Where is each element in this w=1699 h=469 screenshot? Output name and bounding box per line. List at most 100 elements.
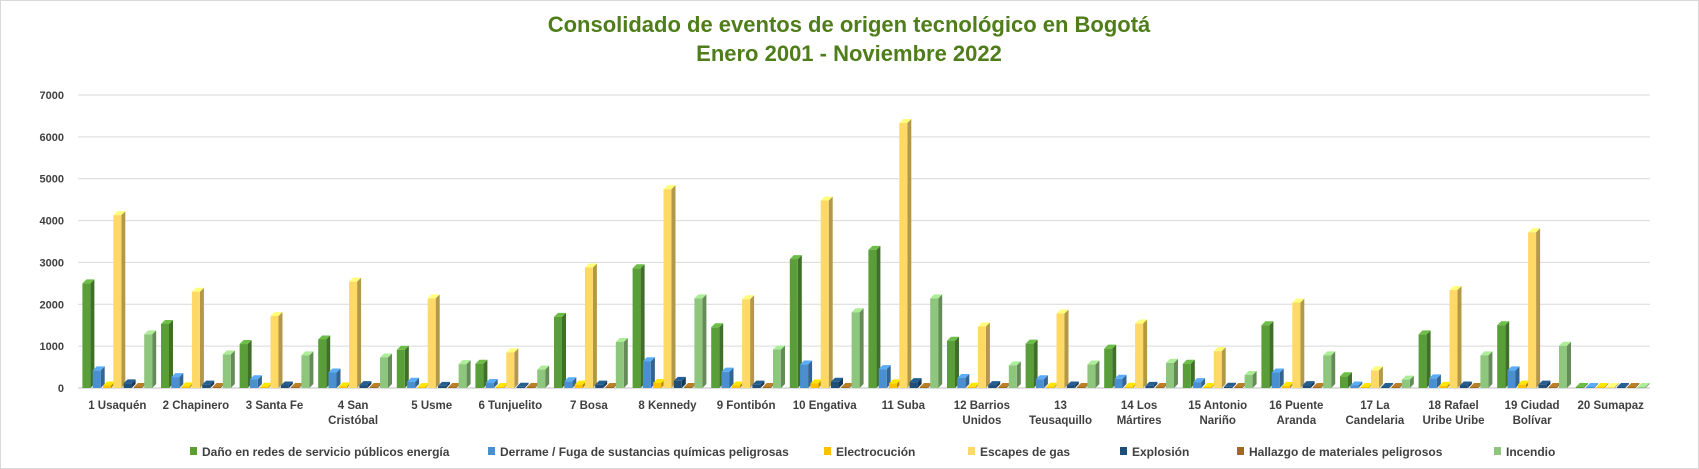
bar-top	[642, 357, 655, 362]
bar-front	[1203, 387, 1212, 388]
bar-top	[1282, 381, 1294, 386]
bar	[301, 351, 314, 388]
bar-top	[889, 379, 901, 384]
bar-side	[210, 380, 215, 388]
bar	[516, 382, 529, 388]
bar-side	[1378, 366, 1383, 388]
bar-side	[514, 348, 519, 388]
bar-top	[123, 379, 136, 384]
bar-side	[965, 373, 970, 388]
bar-top	[1606, 383, 1619, 387]
bar-front	[957, 377, 966, 388]
bar	[998, 383, 1011, 388]
bar	[721, 367, 734, 388]
bar-front	[438, 385, 446, 388]
bar-front	[632, 268, 641, 388]
bar	[1087, 360, 1100, 388]
bar	[653, 378, 666, 388]
bar-side	[917, 378, 922, 388]
legend-swatch	[1120, 447, 1127, 455]
bar	[694, 294, 707, 388]
bar-top	[458, 360, 471, 365]
x-tick-label: Candelaria	[1345, 415, 1404, 427]
bar	[171, 373, 184, 388]
bar-top	[1124, 382, 1137, 387]
bar-side	[179, 373, 184, 388]
bar-front	[789, 259, 798, 388]
bar	[1360, 383, 1373, 388]
bar-top	[1203, 383, 1216, 387]
bar	[212, 383, 225, 388]
bar-front	[721, 371, 730, 388]
bar-front	[1271, 372, 1280, 388]
bar	[92, 366, 105, 388]
y-axis: 0 1000 2000 3000 4000 5000 6000 7000	[40, 90, 64, 395]
x-tick-label: Mártires	[1117, 415, 1162, 427]
bar	[133, 383, 146, 388]
bar-front	[349, 281, 358, 388]
bar	[810, 379, 823, 388]
bar-front	[202, 384, 211, 388]
bar	[1559, 341, 1571, 388]
bar	[554, 312, 566, 388]
bar	[1056, 309, 1069, 388]
bar	[977, 322, 990, 388]
bar-side	[1467, 381, 1472, 388]
x-tick-label: 20 Sumapaz	[1577, 400, 1644, 412]
bar-front	[1224, 386, 1232, 388]
bar-top	[369, 383, 382, 387]
bar-front	[270, 316, 279, 388]
bar	[889, 379, 901, 388]
bar	[605, 383, 618, 388]
bar-side	[1122, 374, 1127, 388]
bar	[506, 348, 519, 388]
legend-swatch	[190, 447, 197, 455]
bar-front	[642, 361, 651, 388]
bar-top	[212, 383, 225, 387]
bar	[1637, 383, 1650, 388]
bar-top	[1497, 321, 1510, 326]
bar-side	[1043, 375, 1048, 388]
bar-front	[171, 377, 180, 388]
x-tick-label: Teusaquillo	[1029, 415, 1092, 427]
bar-side	[671, 185, 676, 388]
bar-side	[1112, 344, 1117, 388]
bar	[417, 383, 430, 388]
bar-top	[475, 359, 488, 364]
bar-front	[909, 382, 918, 388]
bar-top	[1350, 381, 1363, 386]
bar-top	[359, 381, 372, 386]
bar-front	[407, 381, 416, 388]
bar-front	[417, 387, 426, 388]
bar	[1507, 366, 1520, 388]
bar	[485, 378, 498, 388]
bar-front	[222, 354, 231, 388]
bar-front	[773, 349, 781, 388]
x-tick-label: 10 Engativa	[793, 400, 858, 412]
bar-top	[82, 279, 95, 284]
bar-top	[338, 382, 351, 387]
y-tick-label: 7000	[40, 90, 64, 102]
x-tick-label: 4 San	[338, 400, 369, 412]
bar-side	[760, 380, 765, 388]
bar-side	[1190, 359, 1195, 388]
bar-front	[161, 323, 169, 388]
bar-side	[1604, 383, 1609, 388]
bar-top	[632, 264, 645, 269]
bar-top	[742, 295, 755, 300]
bar-top	[1459, 381, 1472, 386]
bar-front	[291, 387, 300, 388]
bar-front	[396, 349, 405, 388]
bar-top	[711, 323, 724, 328]
bar-front	[144, 334, 153, 388]
bar	[642, 357, 655, 388]
bar-top	[301, 351, 314, 356]
bar-side	[876, 245, 881, 388]
bar-top	[260, 382, 273, 387]
bars	[82, 119, 1650, 389]
bar-front	[1035, 379, 1044, 388]
bar-side	[681, 376, 686, 388]
bar	[1449, 286, 1462, 388]
bar-front	[899, 123, 908, 389]
bar	[1470, 383, 1483, 388]
